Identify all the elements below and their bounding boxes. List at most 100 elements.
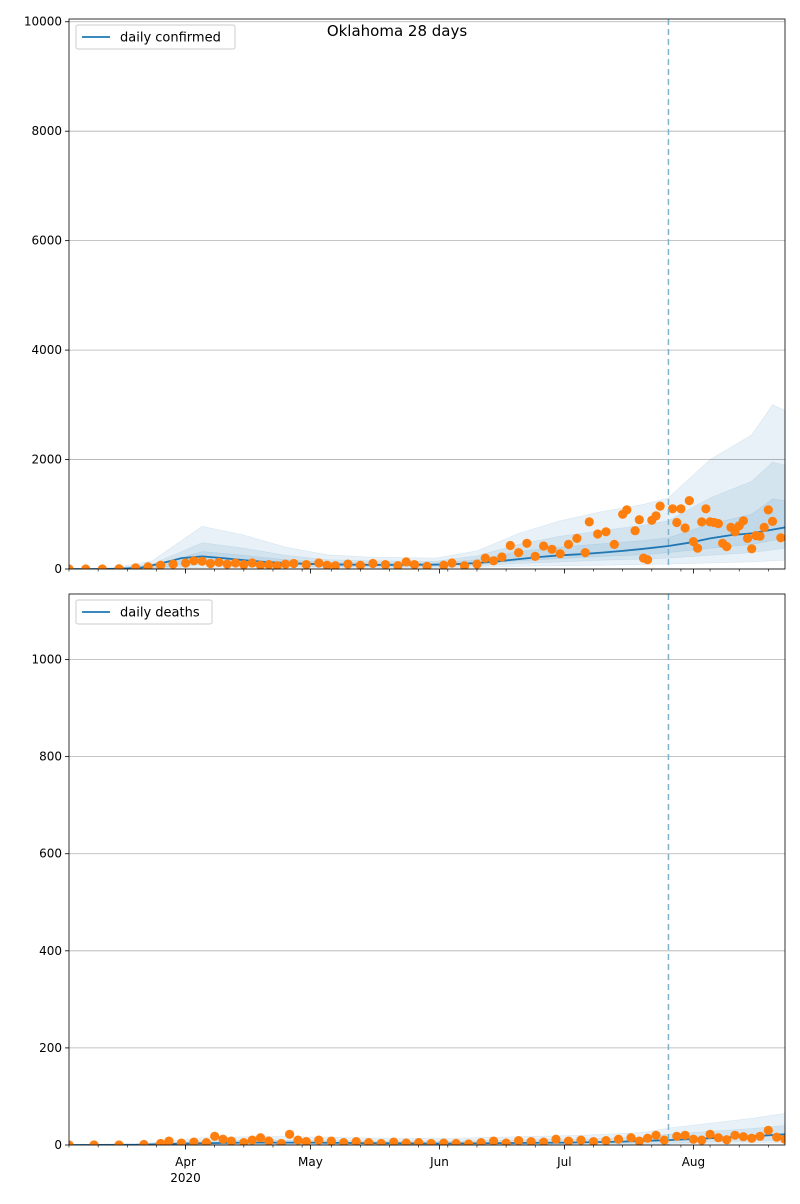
confirmed-data-point [489, 556, 499, 566]
deaths-data-point [156, 1138, 166, 1145]
deaths-x-tick-sublabel: 2020 [170, 1171, 201, 1185]
confirmed-data-point [401, 557, 411, 567]
confirmed-data-point [343, 559, 353, 569]
deaths-data-point [489, 1136, 499, 1145]
confirmed-y-tick-label: 6000 [31, 234, 62, 248]
deaths-y-tick-label: 1000 [31, 653, 62, 667]
deaths-data-point [763, 1125, 773, 1135]
deaths-data-point [601, 1136, 611, 1145]
confirmed-data-point [547, 544, 557, 554]
confirmed-data-point [143, 562, 153, 569]
confirmed-data-point [422, 561, 432, 569]
deaths-data-point [672, 1131, 682, 1141]
confirmed-data-point [701, 504, 711, 514]
confirmed-data-point [255, 560, 266, 569]
confirmed-legend-label: daily confirmed [120, 31, 221, 46]
confirmed-data-point [584, 517, 594, 527]
deaths-data-point [464, 1139, 474, 1145]
confirmed-data-point [247, 558, 257, 568]
chart-title: Oklahoma 28 days [327, 22, 468, 40]
confirmed-data-point [393, 561, 403, 569]
confirmed-data-point [97, 564, 107, 569]
confirmed-data-point [655, 501, 665, 511]
confirmed-data-point [684, 496, 694, 506]
confirmed-data-point [214, 557, 224, 568]
deaths-data-point [551, 1134, 561, 1144]
confirmed-data-point [609, 539, 619, 550]
confirmed-data-point [676, 504, 686, 514]
deaths-data-point [314, 1135, 324, 1145]
confirmed-y-tick-label: 8000 [31, 124, 62, 138]
confirmed-data-point [355, 560, 365, 569]
deaths-data-point [426, 1138, 436, 1145]
deaths-data-point [514, 1136, 524, 1145]
confirmed-data-point [555, 549, 565, 559]
deaths-data-point [139, 1139, 149, 1145]
deaths-data-point [439, 1138, 449, 1145]
deaths-data-point [339, 1138, 349, 1145]
deaths-data-point [239, 1138, 249, 1145]
confirmed-data-point [668, 504, 678, 514]
deaths-data-point [364, 1138, 374, 1145]
deaths-data-point [722, 1135, 732, 1145]
confirmed-data-point [622, 505, 632, 515]
confirmed-data-point [522, 538, 532, 548]
confirmed-data-point [601, 527, 611, 537]
confirmed-data-point [69, 564, 74, 569]
confirmed-data-point [680, 523, 690, 533]
deaths-data-point [613, 1134, 624, 1144]
confirmed-data-point [301, 560, 311, 569]
deaths-data-point [401, 1138, 411, 1145]
confirmed-data-point [205, 558, 216, 569]
confirmed-data-point [497, 552, 507, 562]
confirmed-y-tick-label: 10000 [24, 15, 62, 29]
confirmed-data-point [593, 529, 603, 539]
deaths-data-point [576, 1135, 586, 1145]
confirmed-data-point [713, 519, 724, 529]
confirmed-data-point [563, 539, 574, 550]
confirmed-data-point [280, 559, 291, 569]
deaths-data-point [713, 1133, 724, 1143]
deaths-data-point [526, 1137, 536, 1145]
confirmed-y-tick-label: 4000 [31, 343, 62, 357]
confirmed-data-point [447, 558, 457, 568]
confirmed-data-point [630, 526, 640, 536]
confirmed-axes-frame [68, 18, 786, 570]
confirmed-data-point [181, 558, 191, 568]
confirmed-data-point [131, 563, 141, 569]
confirmed-data-point [651, 511, 661, 521]
confirmed-data-point [81, 564, 91, 569]
deaths-x-tick-label: Jul [556, 1155, 571, 1169]
deaths-data-point [651, 1130, 661, 1140]
deaths-data-point [301, 1137, 311, 1145]
confirmed-data-point [380, 560, 390, 569]
deaths-data-point [476, 1138, 486, 1145]
deaths-data-point [451, 1138, 461, 1145]
deaths-data-point [114, 1140, 124, 1145]
confirmed-data-point [314, 558, 324, 568]
confirmed-data-point [697, 517, 707, 527]
confirmed-data-point [197, 556, 207, 566]
confirmed-data-point [747, 544, 757, 554]
deaths-y-tick-label: 200 [39, 1041, 62, 1055]
confirmed-legend [75, 24, 236, 50]
confirmed-data-point [322, 560, 332, 569]
deaths-data-point [326, 1136, 336, 1145]
deaths-data-point [247, 1135, 257, 1145]
confirmed-data-point [264, 560, 274, 569]
deaths-data-point [376, 1138, 386, 1145]
confirmed-data-point [189, 556, 199, 566]
deaths-data-point [164, 1136, 174, 1145]
deaths-data-point [539, 1137, 549, 1145]
deaths-data-point [414, 1138, 424, 1145]
confirmed-data-point [580, 548, 590, 558]
deaths-data-point [351, 1137, 361, 1145]
confirmed-data-point [767, 516, 778, 527]
deaths-data-point [189, 1137, 199, 1145]
deaths-data-point [563, 1136, 574, 1145]
deaths-data-point [643, 1133, 653, 1143]
confirmed-data-point [222, 559, 232, 569]
deaths-data-point [176, 1138, 186, 1145]
deaths-data-point [218, 1134, 228, 1144]
confirmed-data-point [459, 561, 470, 569]
